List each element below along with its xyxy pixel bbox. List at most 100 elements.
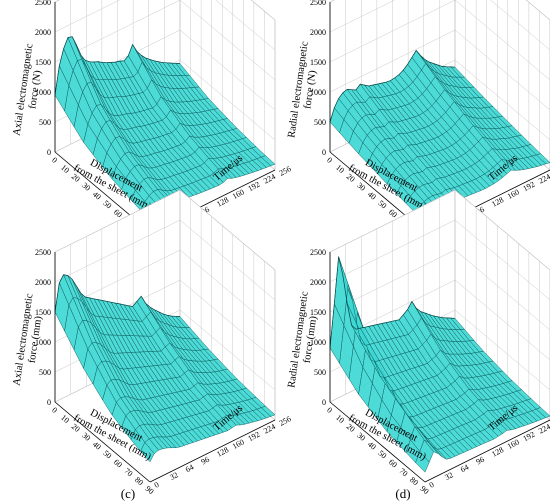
y-tick-label: 96: [475, 205, 486, 217]
x-tick-label: 40: [366, 440, 378, 452]
x-tick-label: 30: [80, 431, 92, 443]
panel-label: (c): [121, 486, 135, 501]
z-tick-label: 500: [39, 368, 51, 377]
z-tick-label: 500: [314, 368, 326, 377]
x-tick-label: 70: [398, 466, 410, 478]
y-tick-label: 128: [215, 195, 230, 209]
x-tick-label: 80: [133, 475, 145, 487]
z-tick-label: 2500: [35, 248, 51, 257]
y-tick-label: 256: [278, 414, 293, 428]
time-axis-line: [424, 419, 550, 483]
panel-label: (d): [395, 486, 410, 501]
x-tick-label: 10: [59, 413, 71, 425]
z-axis-title: force (N): [27, 69, 43, 109]
y-tick-label: 128: [490, 445, 505, 459]
y-tick-label: 0: [153, 480, 161, 490]
y-tick-label: 224: [262, 172, 277, 186]
z-tick-label: 0: [322, 398, 326, 407]
y-tick-label: 224: [537, 172, 550, 186]
y-tick-label: 128: [215, 445, 230, 459]
chart-panel-b: 0500100015002000250001020304050607080900…: [286, 0, 550, 251]
x-tick-label: 30: [80, 181, 92, 193]
x-tick-label: 10: [334, 163, 346, 175]
y-tick-label: 224: [262, 422, 277, 436]
x-tick-label: 0: [325, 155, 334, 164]
x-tick-label: 50: [101, 449, 113, 461]
z-tick-label: 2500: [310, 0, 326, 7]
y-tick-label: 160: [231, 437, 246, 451]
z-tick-label: 0: [322, 148, 326, 157]
z-tick-label: 1000: [35, 88, 51, 97]
y-tick-label: 0: [428, 480, 436, 490]
x-tick-label: 60: [387, 207, 399, 219]
z-tick-label: 1500: [35, 58, 51, 67]
x-tick-label: 60: [112, 457, 124, 469]
x-tick-label: 80: [408, 475, 420, 487]
z-tick-label: 1000: [310, 338, 326, 347]
x-tick-label: 30: [355, 431, 367, 443]
y-tick-label: 64: [184, 463, 195, 475]
z-tick-label: 2000: [310, 28, 326, 37]
y-tick-label: 224: [537, 422, 550, 436]
x-tick-label: 0: [325, 405, 334, 414]
z-tick-label: 2000: [35, 28, 51, 37]
x-tick-label: 40: [91, 190, 103, 202]
y-tick-label: 128: [490, 195, 505, 209]
y-tick-label: 256: [278, 164, 293, 178]
z-tick-label: 1000: [35, 338, 51, 347]
x-tick-label: 10: [59, 163, 71, 175]
x-tick-label: 10: [334, 413, 346, 425]
y-tick-label: 160: [506, 437, 521, 451]
y-tick-label: 96: [200, 455, 211, 467]
z-tick-label: 2000: [35, 278, 51, 287]
x-tick-label: 40: [366, 190, 378, 202]
y-tick-label: 192: [246, 180, 261, 194]
z-tick-label: 500: [314, 118, 326, 127]
x-tick-label: 60: [387, 457, 399, 469]
x-tick-label: 20: [70, 172, 82, 184]
y-tick-label: 32: [443, 470, 454, 482]
x-tick-label: 20: [70, 422, 82, 434]
surface-edge: [54, 274, 181, 317]
z-tick-label: 2500: [310, 248, 326, 257]
y-tick-label: 160: [506, 187, 521, 201]
y-tick-label: 192: [521, 180, 536, 194]
x-tick-label: 0: [50, 155, 59, 164]
z-tick-label: 2500: [35, 0, 51, 7]
x-tick-label: 50: [101, 199, 113, 211]
x-axis-line: [329, 401, 426, 483]
y-tick-label: 192: [246, 430, 261, 444]
y-tick-label: 96: [475, 455, 486, 467]
time-axis-line: [149, 419, 276, 483]
x-tick-label: 50: [376, 199, 388, 211]
y-tick-label: 192: [521, 430, 536, 444]
z-tick-label: 1500: [310, 58, 326, 67]
z-tick-label: 2000: [310, 278, 326, 287]
surface-edge: [329, 256, 456, 349]
z-tick-label: 0: [47, 148, 51, 157]
surface-edge: [54, 36, 181, 96]
z-tick-label: 1000: [310, 88, 326, 97]
chart-panel-d: 0500100015002000250001020304050607080900…: [286, 189, 550, 501]
y-tick-label: 32: [168, 470, 179, 482]
x-tick-label: 40: [91, 440, 103, 452]
y-tick-label: 96: [200, 205, 211, 217]
x-tick-label: 90: [419, 484, 431, 496]
z-tick-label: 1500: [310, 308, 326, 317]
z-axis-title: force (N): [302, 69, 318, 109]
y-tick-label: 64: [459, 463, 470, 475]
x-tick-label: 50: [376, 449, 388, 461]
z-tick-label: 500: [39, 118, 51, 127]
x-tick-label: 20: [345, 422, 357, 434]
x-tick-label: 90: [144, 484, 156, 496]
x-tick-label: 20: [345, 172, 357, 184]
surface-edge: [329, 49, 456, 123]
z-tick-label: 1500: [35, 308, 51, 317]
y-tick-label: 160: [231, 187, 246, 201]
x-tick-label: 0: [50, 405, 59, 414]
x-tick-label: 30: [355, 181, 367, 193]
x-axis-line: [54, 401, 151, 483]
x-tick-label: 70: [123, 466, 135, 478]
